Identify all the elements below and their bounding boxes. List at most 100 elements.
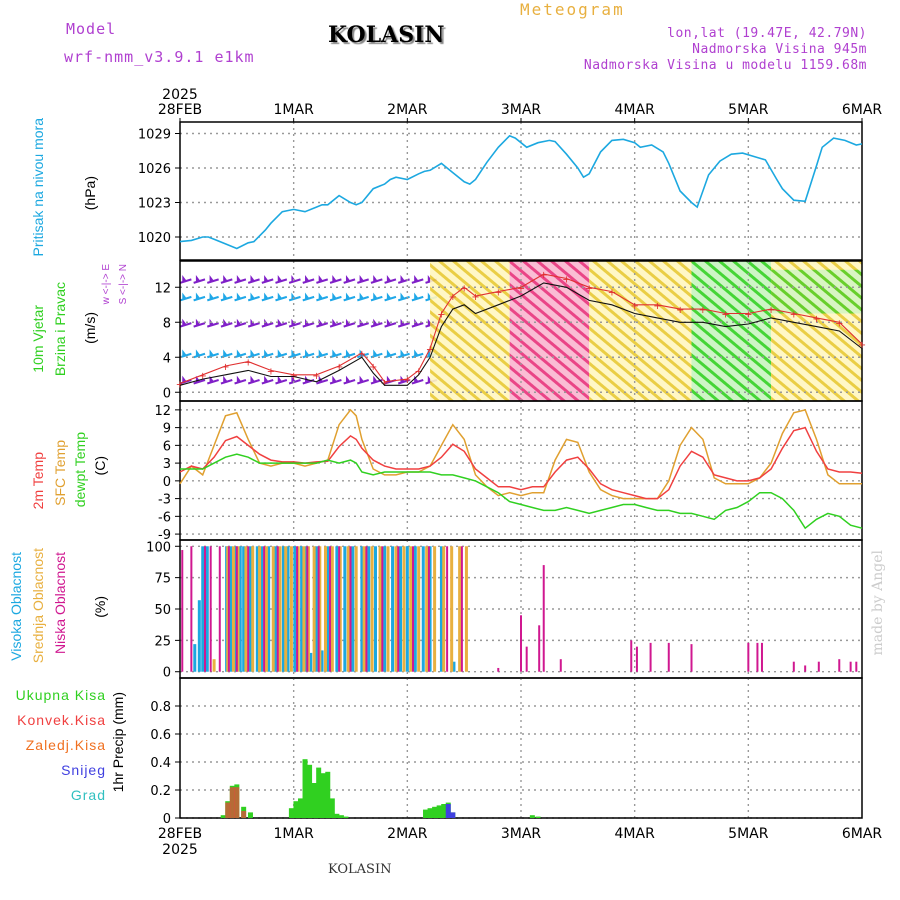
legend-frz-precip: Zaledj.Kisa xyxy=(25,737,106,753)
low-cloud-bar xyxy=(412,546,415,672)
y-tick-label: 50 xyxy=(154,603,171,618)
low-cloud-bar xyxy=(559,659,562,672)
wind-arrow-head xyxy=(332,318,337,327)
mid-cloud-bar xyxy=(425,546,429,672)
gust-marker: + xyxy=(460,283,468,294)
wind-arrow-head xyxy=(345,349,351,358)
wind-arrow-head xyxy=(332,275,337,283)
gust-marker: + xyxy=(449,292,457,303)
wind-arrow-head xyxy=(386,275,392,283)
wind-arrow-head xyxy=(373,275,378,283)
high-cloud-bar xyxy=(399,546,403,672)
high-cloud-bar xyxy=(405,546,409,672)
y-tick-label: -6 xyxy=(158,510,171,525)
wind-arrow-head xyxy=(414,275,419,283)
low-cloud-bar xyxy=(296,546,299,672)
low-cloud-bar xyxy=(227,546,230,672)
y-tick-label: 1023 xyxy=(138,197,171,212)
wind-arrow-head xyxy=(264,375,269,384)
high-cloud-bar xyxy=(374,546,378,672)
mid-cloud-bar xyxy=(318,546,322,672)
y-tick-label: 1020 xyxy=(138,231,171,246)
mid-cloud-bar xyxy=(296,546,300,672)
gust-marker: + xyxy=(380,378,388,389)
wind-arrow-head xyxy=(223,375,228,384)
mid-cloud-bar xyxy=(231,546,235,672)
mid-cloud-bar xyxy=(338,546,342,672)
meteogram-label: Meteogram xyxy=(520,0,625,19)
low-cloud-bar xyxy=(381,546,384,672)
mid-cloud-bar xyxy=(346,546,350,672)
mid-cloud-bar xyxy=(442,546,446,672)
y-tick-label: 0 xyxy=(163,666,171,681)
wind-arrow-head xyxy=(223,349,228,358)
total-precip-bar xyxy=(325,771,331,818)
wind-arrow-head xyxy=(250,375,256,384)
high-cloud-bar xyxy=(360,546,364,672)
gust-marker: + xyxy=(437,310,445,321)
gust-marker: + xyxy=(562,275,570,286)
conv-precip-bar xyxy=(234,787,240,818)
wind-arrow-head xyxy=(209,275,215,283)
wind-arrow-head xyxy=(277,292,283,301)
low-cloud-bar xyxy=(338,546,341,672)
legend-total-precip: Ukupna Kisa xyxy=(15,687,106,703)
mid-cloud-bar xyxy=(258,546,262,672)
y-tick-label: 8 xyxy=(163,316,171,331)
gust-marker: + xyxy=(312,371,320,382)
total-precip-bar xyxy=(535,816,541,818)
wind-arrow-head xyxy=(195,275,201,283)
wind-arrow-head xyxy=(291,292,296,301)
wind-arrow-head xyxy=(359,292,365,301)
low-cloud-bar xyxy=(525,646,528,672)
gust-marker: + xyxy=(199,371,207,382)
low-cloud-bar xyxy=(497,667,500,672)
y-tick-label: 100 xyxy=(146,540,171,555)
wind-arrow-head xyxy=(386,292,392,301)
low-cloud-bar xyxy=(804,665,807,672)
total-precip-bar xyxy=(320,773,326,818)
wind-barbs-band xyxy=(771,269,862,314)
conv-precip-bar xyxy=(229,787,235,818)
wind-arrow-head xyxy=(373,318,378,327)
gust-marker: + xyxy=(812,314,820,325)
wind-arrow-head xyxy=(264,349,269,358)
model-run: wrf-nmm_v3.9.1 e1km xyxy=(64,48,255,66)
total-precip-bar xyxy=(293,801,299,818)
model-altitude: Nadmorska Visina u modelu 1159.68m xyxy=(583,58,867,73)
time-label-top: 5MAR xyxy=(728,102,769,118)
wind-arrow-head xyxy=(264,318,269,327)
gust-marker: + xyxy=(608,288,616,299)
low-cloud-bar xyxy=(649,642,652,672)
y-tick-label: 1029 xyxy=(138,128,171,143)
mid-cloud-bar xyxy=(284,546,288,672)
wind-arrow-head xyxy=(414,318,419,327)
time-label-top: 4MAR xyxy=(615,102,656,118)
wind-arrow-head xyxy=(236,349,242,358)
wind-barbs-band xyxy=(589,261,692,401)
mid-cloud-bar xyxy=(330,546,334,672)
y-tick-label: 75 xyxy=(154,572,171,587)
wind-arrow-head xyxy=(373,375,378,384)
year-label-bottom: 2025 xyxy=(162,842,198,858)
mid-cloud-bar xyxy=(212,659,216,672)
wind-arrow-head xyxy=(291,375,296,384)
gust-marker: + xyxy=(835,318,843,329)
low-cloud-bar xyxy=(209,546,212,672)
wind-arrow-head xyxy=(182,318,187,327)
gust-marker: + xyxy=(471,292,479,303)
mid-cloud-bar xyxy=(289,546,293,672)
lonlat: lon,lat (19.47E, 42.79N) xyxy=(667,26,867,41)
low-cloud-bar xyxy=(349,546,352,672)
wind-arrow-head xyxy=(359,275,365,283)
y-tick-label: -9 xyxy=(158,528,171,543)
low-cloud-bar xyxy=(397,546,400,672)
wind-arrow-head xyxy=(345,275,351,283)
gust-marker: + xyxy=(358,349,366,360)
time-label-bottom: 28FEB xyxy=(158,826,202,842)
wind-barbs xyxy=(180,261,862,401)
wind-arrow-head xyxy=(182,275,187,283)
gust-marker: + xyxy=(221,362,229,373)
wind-gust-line xyxy=(179,273,863,385)
time-label-top: 6MAR xyxy=(842,102,883,118)
